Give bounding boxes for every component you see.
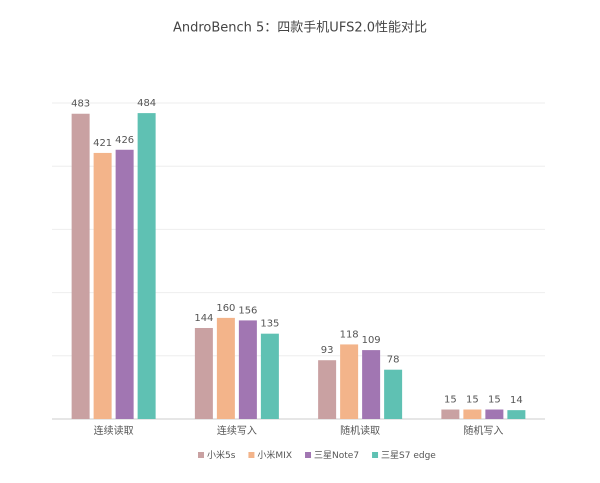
bar bbox=[485, 409, 504, 419]
x-tick-label: 随机读取 bbox=[340, 424, 380, 437]
bar bbox=[93, 152, 112, 420]
value-label: 160 bbox=[216, 303, 235, 314]
bar bbox=[194, 327, 213, 419]
bar bbox=[216, 317, 235, 419]
value-label: 15 bbox=[466, 395, 479, 406]
bar bbox=[441, 409, 460, 419]
value-label: 135 bbox=[260, 319, 279, 330]
value-label: 15 bbox=[444, 395, 457, 406]
value-label: 78 bbox=[387, 355, 400, 366]
value-label: 426 bbox=[115, 135, 134, 146]
legend-swatch bbox=[198, 452, 204, 458]
value-label: 93 bbox=[321, 345, 334, 356]
bar bbox=[238, 320, 257, 419]
legend-label: 小米5s bbox=[207, 449, 236, 461]
legend-swatch bbox=[372, 452, 379, 458]
bar bbox=[463, 409, 482, 419]
value-label: 484 bbox=[137, 98, 156, 109]
value-label: 483 bbox=[71, 99, 90, 110]
legend-label: 小米MIX bbox=[257, 449, 292, 461]
value-label: 15 bbox=[488, 395, 501, 406]
bar bbox=[384, 369, 403, 419]
value-label: 144 bbox=[194, 313, 213, 324]
value-label: 109 bbox=[362, 335, 381, 346]
bar bbox=[340, 344, 359, 419]
chart-title: AndroBench 5：四款手机UFS2.0性能对比 bbox=[173, 21, 427, 36]
legend-label: 三星Note7 bbox=[314, 450, 359, 461]
bar bbox=[137, 113, 156, 419]
legend-swatch bbox=[305, 452, 312, 458]
bar bbox=[71, 113, 90, 419]
bar bbox=[115, 149, 134, 419]
value-label: 118 bbox=[340, 329, 359, 340]
value-label: 14 bbox=[510, 395, 523, 406]
x-tick-label: 随机写入 bbox=[463, 424, 503, 437]
bar bbox=[318, 360, 337, 419]
legend-swatch bbox=[248, 452, 255, 458]
x-tick-label: 连续读取 bbox=[94, 424, 134, 437]
value-label: 421 bbox=[93, 138, 112, 149]
legend-label: 三星S7 edge bbox=[381, 450, 436, 461]
bar bbox=[362, 350, 381, 419]
bar bbox=[507, 410, 526, 419]
x-tick-label: 连续写入 bbox=[217, 424, 257, 437]
value-label: 156 bbox=[238, 305, 257, 316]
bar bbox=[260, 333, 279, 419]
